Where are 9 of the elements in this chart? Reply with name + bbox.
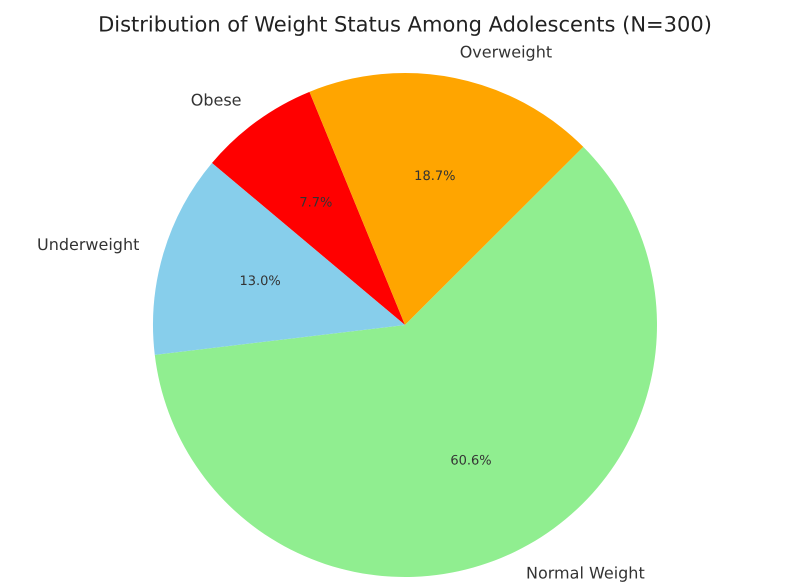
chart-title: Distribution of Weight Status Among Adolescents (N=300) — [98, 12, 712, 36]
data-label: 18.7% — [414, 169, 456, 184]
data-label: 13.0% — [239, 274, 281, 290]
slice-label: Overweight — [460, 42, 552, 62]
data-label: 7.7% — [299, 195, 332, 210]
slice-label: Normal Weight — [526, 564, 645, 583]
data-label: 60.6% — [450, 453, 492, 468]
slice-label: Underweight — [36, 234, 140, 254]
slice-label: Obese — [190, 90, 242, 110]
